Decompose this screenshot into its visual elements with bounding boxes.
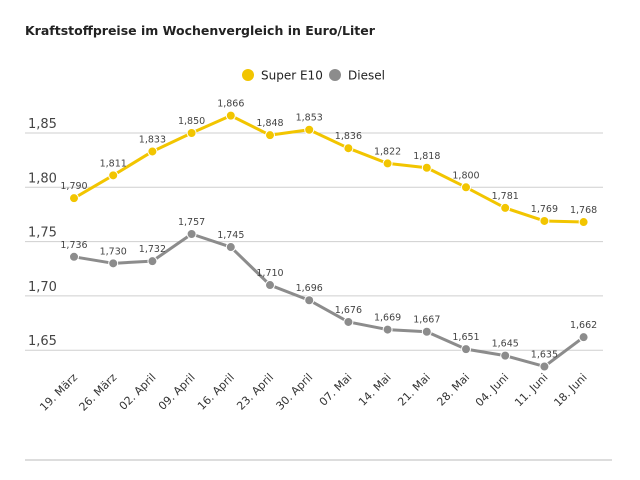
x-tick-label: 11. Juni	[512, 371, 550, 409]
data-point	[382, 324, 393, 335]
data-label: 1,676	[335, 305, 362, 316]
data-label: 1,730	[100, 246, 127, 257]
data-point	[461, 344, 471, 355]
data-label: 1,836	[335, 131, 362, 142]
data-point	[186, 228, 197, 239]
data-point	[225, 110, 236, 121]
legend-marker	[329, 69, 341, 81]
data-point	[147, 256, 158, 267]
x-tick-label: 02. April	[117, 371, 159, 413]
data-point	[225, 242, 236, 253]
data-label: 1,645	[492, 339, 519, 350]
data-label: 1,800	[452, 170, 479, 181]
data-point	[578, 332, 589, 343]
data-label: 1,790	[60, 181, 87, 192]
data-label: 1,818	[413, 151, 440, 162]
y-tick-label: 1,80	[28, 171, 57, 186]
x-tick-label: 16. April	[195, 371, 237, 413]
data-point	[343, 143, 354, 154]
data-label: 1,662	[570, 320, 597, 331]
data-point	[304, 124, 315, 135]
x-tick-label: 18. Juni	[551, 371, 589, 409]
data-point	[108, 258, 119, 269]
x-tick-label: 04. Juni	[473, 371, 511, 409]
legend-label: Super E10	[261, 69, 323, 83]
data-label: 1,696	[296, 283, 323, 294]
x-tick-label: 09. April	[156, 371, 198, 413]
data-point	[421, 326, 432, 337]
chart-title: Kraftstoffpreise im Wochenvergleich in E…	[25, 23, 376, 38]
legend-marker	[242, 69, 254, 81]
data-label: 1,853	[296, 113, 323, 124]
data-point	[500, 350, 511, 361]
data-label: 1,710	[256, 268, 283, 279]
data-label: 1,848	[256, 118, 283, 129]
data-point	[69, 193, 79, 204]
x-tick-label: 30. April	[274, 371, 316, 413]
data-point	[382, 158, 393, 169]
y-tick-label: 1,85	[28, 117, 57, 132]
data-label: 1,732	[139, 244, 166, 255]
data-label: 1,833	[139, 134, 166, 145]
data-point	[69, 251, 79, 262]
data-point	[304, 295, 315, 306]
data-label: 1,736	[60, 240, 87, 251]
data-label: 1,757	[178, 217, 205, 228]
x-tick-label: 21. Mai	[395, 371, 433, 409]
series: 1,790 1,811 1,833 1,850 1,866 1,848 1,853 1,836…	[60, 99, 597, 372]
data-label: 1,651	[452, 332, 479, 343]
legend-label: Diesel	[348, 69, 385, 83]
series-line	[73, 232, 585, 368]
data-label: 1,769	[531, 204, 558, 215]
data-point	[108, 170, 119, 181]
data-point	[539, 361, 550, 372]
data-label: 1,635	[531, 349, 558, 360]
x-tick-label: 23. April	[234, 371, 276, 413]
x-tick-label: 07. Mai	[317, 371, 355, 409]
y-tick-label: 1,65	[28, 334, 57, 349]
x-tick-label: 28. Mai	[434, 371, 472, 409]
data-point	[265, 130, 275, 141]
data-point	[265, 280, 275, 291]
data-point	[421, 162, 432, 173]
x-tick-label: 14. Mai	[356, 371, 394, 409]
data-label: 1,811	[100, 158, 127, 169]
x-tick-label: 19. März	[37, 371, 80, 414]
data-point	[539, 215, 550, 226]
grid: 1,65 1,70 1,75 1,80 1,85	[25, 117, 603, 351]
data-label: 1,866	[217, 99, 244, 110]
data-label: 1,850	[178, 116, 205, 127]
data-point	[461, 182, 471, 193]
y-tick-label: 1,70	[28, 280, 57, 295]
data-point	[186, 128, 197, 138]
data-label: 1,822	[374, 146, 401, 157]
series-line	[73, 114, 584, 224]
data-label: 1,768	[570, 205, 597, 216]
data-point	[578, 217, 589, 228]
data-point	[147, 146, 158, 157]
data-point	[343, 316, 354, 327]
data-point	[500, 202, 511, 213]
legend: Super E10 Diesel	[242, 69, 385, 83]
data-label: 1,669	[374, 313, 401, 324]
data-label: 1,781	[492, 191, 519, 202]
data-label: 1,667	[413, 315, 440, 326]
y-tick-label: 1,75	[28, 226, 57, 241]
x-tick-label: 26. März	[77, 371, 120, 414]
data-label: 1,745	[217, 230, 244, 241]
